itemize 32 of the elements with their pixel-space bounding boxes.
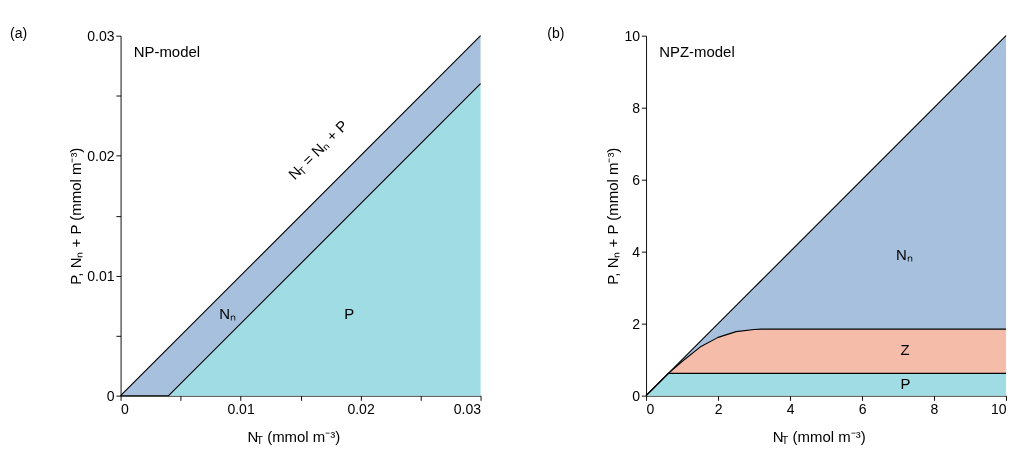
y-tick-label: 0.03	[87, 27, 115, 44]
chart-title: (a)	[10, 24, 28, 41]
y-tick-label: 6	[632, 171, 641, 188]
x-tick-label: 0	[121, 400, 130, 417]
y-tick-label: 4	[632, 243, 641, 260]
x-tick-label: 4	[786, 400, 795, 417]
x-tick-label: 0.03	[453, 400, 482, 417]
annotation: Nₙ	[896, 246, 913, 264]
y-tick-label: 0.01	[87, 267, 115, 284]
x-tick-label: 6	[858, 400, 867, 417]
y-tick-label: 0	[632, 387, 641, 404]
y-axis-title: P, Nₙ + P (mmol m⁻³)	[66, 147, 84, 285]
annotation: NPZ-model	[659, 43, 735, 61]
x-tick-label: 10	[990, 400, 1007, 417]
annotation: P	[900, 375, 911, 393]
x-tick-label: 0	[646, 400, 655, 417]
y-tick-label: 0	[106, 387, 115, 404]
chart-title: (b)	[547, 24, 565, 41]
y-axis-title: P, Nₙ + P (mmol m⁻³)	[603, 147, 621, 285]
annotation: NT = Nₙ + P	[284, 116, 351, 183]
y-tick-label: 8	[632, 99, 641, 116]
y-tick-label: 10	[624, 27, 641, 44]
annotation: NP-model	[133, 43, 201, 61]
annotation: P	[344, 305, 355, 323]
x-tick-label: 0.02	[347, 400, 375, 417]
y-tick-label: 2	[632, 315, 641, 332]
annotation: Z	[900, 341, 910, 359]
annotation: Nₙ	[219, 305, 236, 323]
x-tick-label: 2	[714, 400, 723, 417]
x-tick-label: 0.01	[227, 400, 255, 417]
x-tick-label: 8	[930, 400, 939, 417]
y-tick-label: 0.02	[87, 147, 115, 164]
